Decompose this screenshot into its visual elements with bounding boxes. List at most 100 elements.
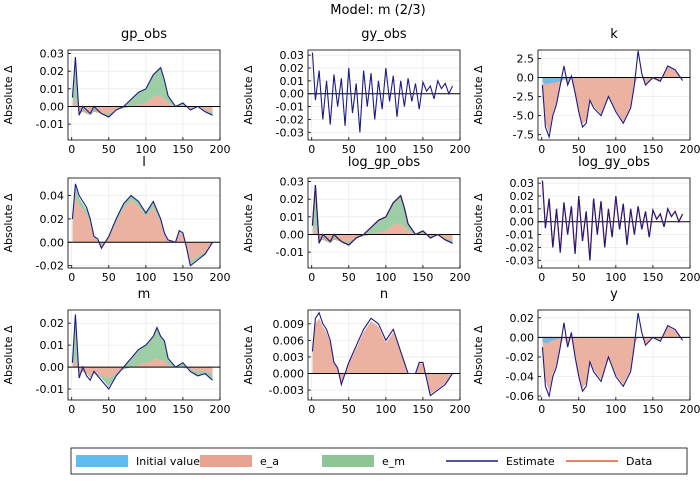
- panel-y: 0 50 100 150 200 -0.06 -0.04 -0.02 0.00 0.02 y Abso…: [472, 287, 700, 416]
- x-tick-label: 100: [135, 271, 156, 284]
- x-tick-label: 50: [102, 271, 116, 284]
- x-tick-label: 0: [68, 403, 75, 416]
- x-tick-label: 50: [572, 143, 586, 156]
- y-tick-label: 0.01: [510, 203, 535, 216]
- plot-frame: [537, 177, 691, 269]
- panel-n: 0 50 100 150 200 -0.003 0.000 0.003 0.006 0.009 n A…: [242, 287, 471, 416]
- panel-gy-obs: 0 50 100 150 200 -0.03-0.02-0.010.000.010.020…: [242, 27, 471, 156]
- line-estimate: [541, 180, 684, 261]
- line-data: [541, 180, 684, 261]
- y-tick-label: -0.01: [276, 101, 304, 114]
- plot-frame: [67, 309, 221, 401]
- y-tick-label: 0.03: [40, 48, 65, 61]
- panel-title: gy_obs: [361, 27, 407, 42]
- line-estimate: [541, 50, 684, 140]
- y-axis-label: Absolute Δ: [242, 193, 255, 253]
- y-axis-label: Absolute Δ: [472, 193, 485, 253]
- panel-m: 0 50 100 150 200 -0.01 0.00 0.01 0.02 m Absolute Δ: [2, 287, 231, 416]
- y-tick-label: -0.01: [506, 229, 534, 242]
- panel-title: y: [610, 287, 618, 302]
- figure-title: Model: m (2/3): [330, 3, 425, 18]
- y-tick-label: 0.02: [510, 190, 535, 203]
- y-tick-label: 0.000: [273, 367, 305, 380]
- area-e-a: [312, 223, 453, 244]
- y-axis-label: Absolute Δ: [2, 325, 15, 385]
- x-tick-label: 100: [135, 143, 156, 156]
- y-tick-label: 0.00: [510, 331, 535, 344]
- x-tick-label: 150: [642, 271, 663, 284]
- y-tick-label: 0.00: [40, 236, 65, 249]
- y-tick-label: 0.02: [280, 62, 305, 75]
- y-tick-label: -0.02: [506, 351, 534, 364]
- y-tick-label: 0.02: [40, 317, 65, 330]
- y-tick-label: 0.03: [280, 176, 305, 189]
- area-e-a: [72, 358, 213, 379]
- y-tick-label: 0.0: [517, 71, 535, 84]
- panel-title: gp_obs: [121, 27, 167, 42]
- x-tick-label: 200: [680, 403, 700, 416]
- area-e-a: [312, 318, 453, 394]
- legend: Initial value e_a e_m Estimate Data: [70, 447, 688, 475]
- y-tick-label: 0.01: [280, 75, 305, 88]
- y-tick-label: -0.02: [36, 260, 64, 273]
- y-axis-label: Absolute Δ: [242, 325, 255, 385]
- panel-title: log_gy_obs: [578, 155, 650, 170]
- y-axis-label: Absolute Δ: [472, 65, 485, 125]
- line-estimate: [71, 57, 213, 118]
- x-tick-label: 100: [135, 403, 156, 416]
- area-e-m: [72, 186, 213, 265]
- plot-frame: [537, 309, 691, 401]
- x-tick-label: 50: [342, 143, 356, 156]
- y-tick-label: 0.01: [40, 83, 65, 96]
- x-tick-label: 0: [538, 143, 545, 156]
- x-tick-label: 200: [210, 143, 231, 156]
- legend-item-e-a: e_a: [200, 455, 279, 468]
- y-tick-label: 0.009: [273, 318, 305, 331]
- legend-label: Data: [626, 455, 652, 468]
- legend-swatch: [322, 455, 374, 467]
- x-tick-label: 150: [172, 143, 193, 156]
- x-tick-label: 150: [412, 143, 433, 156]
- x-tick-label: 100: [605, 143, 626, 156]
- y-tick-label: 0.02: [40, 65, 65, 78]
- x-tick-label: 200: [210, 271, 231, 284]
- legend-label: Estimate: [506, 455, 555, 468]
- legend-item-data: Data: [566, 455, 652, 468]
- x-tick-label: 150: [172, 271, 193, 284]
- x-tick-label: 200: [680, 143, 700, 156]
- area-initial-value: [542, 337, 683, 344]
- area-e-a: [72, 95, 213, 116]
- panel-title: log_gp_obs: [348, 155, 421, 170]
- legend-label: e_m: [382, 455, 405, 468]
- y-tick-label: -0.003: [269, 384, 304, 397]
- y-tick-label: -7.5: [513, 129, 534, 142]
- y-tick-label: 0.00: [40, 100, 65, 113]
- area-e-a: [542, 66, 683, 134]
- x-tick-label: 0: [308, 403, 315, 416]
- area-initial-value: [542, 77, 683, 85]
- x-tick-label: 0: [308, 143, 315, 156]
- y-tick-label: -0.02: [276, 113, 304, 126]
- panel-title: l: [142, 155, 146, 170]
- area-e-a: [542, 326, 683, 392]
- legend-swatch: [200, 455, 252, 467]
- y-tick-label: -5.0: [513, 110, 534, 123]
- x-tick-label: 150: [172, 403, 193, 416]
- y-tick-label: 0.006: [273, 334, 305, 347]
- x-tick-label: 0: [68, 271, 75, 284]
- line-estimate: [71, 183, 214, 267]
- y-tick-label: -0.01: [36, 118, 64, 131]
- x-tick-label: 50: [572, 271, 586, 284]
- x-tick-label: 200: [210, 403, 231, 416]
- y-tick-label: 0.02: [280, 193, 305, 206]
- panel-log-gy-obs: 0 50 100 150 200 -0.03-0.02-0.010.000.010.020…: [472, 155, 700, 284]
- y-tick-label: 0.00: [280, 228, 305, 241]
- x-tick-label: 50: [342, 403, 356, 416]
- panel-title: n: [380, 287, 388, 302]
- x-tick-label: 200: [450, 271, 471, 284]
- panel-grid: 0 50 100 150 200-0.010.000.010.020.03gp_obsA…: [2, 27, 700, 416]
- panel-k: 0 50 100 150 200 -7.5 -5.0 -2.5 0.0 2.5 k Absolute …: [472, 27, 700, 156]
- x-tick-label: 200: [450, 143, 471, 156]
- y-axis-label: Absolute Δ: [2, 65, 15, 125]
